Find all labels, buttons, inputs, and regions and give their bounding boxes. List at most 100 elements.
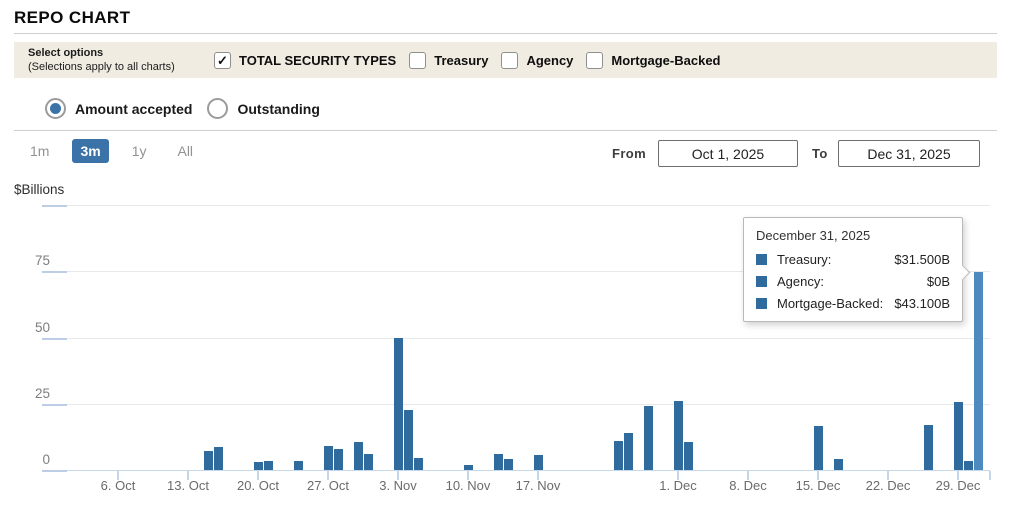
bar-dec-31[interactable] (973, 272, 983, 470)
bar-oct-30[interactable] (353, 442, 363, 470)
tooltip-series-label: Agency: (777, 274, 824, 289)
bar-nov-26[interactable] (623, 432, 633, 470)
y-tick-label: 0 (42, 452, 50, 467)
title-divider (14, 33, 997, 34)
chart-tooltip: December 31, 2025 Treasury: $31.500B Agenc… (743, 217, 971, 322)
bar-nov-10[interactable] (463, 464, 473, 470)
gridline-75 (42, 271, 990, 273)
x-tick-label: 20. Oct (237, 478, 279, 493)
bar-nov-17[interactable] (533, 455, 543, 470)
page-title: REPO CHART (14, 8, 131, 27)
x-tick-label: 22. Dec (865, 478, 911, 493)
bar-oct-31[interactable] (363, 454, 373, 470)
checkbox-label: TOTAL SECURITY TYPES (239, 52, 397, 68)
bar-dec-26[interactable] (923, 424, 933, 470)
gridline-50 (42, 337, 990, 339)
filter-caption-line1: Select options (28, 47, 104, 59)
x-axis-tick (817, 471, 819, 480)
gridline-accent-50 (42, 337, 67, 340)
checkbox-group: ✓ TOTAL SECURITY TYPES Treasury Agency Mortg… (214, 42, 720, 78)
radio-label: Amount accepted (75, 100, 193, 117)
x-tick-label: 1. Dec (659, 478, 697, 493)
bar-nov-28[interactable] (643, 406, 653, 470)
zoom-button-3m[interactable]: 3m (72, 139, 109, 163)
x-tick-label: 27. Oct (307, 478, 349, 493)
to-label: To (812, 146, 828, 161)
checkbox-total-security-types[interactable]: ✓ TOTAL SECURITY TYPES (214, 51, 397, 69)
bar-dec-15[interactable] (813, 426, 823, 470)
unchecked-checkbox-icon[interactable] (501, 51, 519, 69)
legend-swatch-icon (756, 276, 767, 287)
bar-dec-29[interactable] (953, 402, 963, 470)
x-tick-label: 3. Nov (379, 478, 417, 493)
bar-dec-1[interactable] (673, 401, 683, 470)
y-tick-label: 75 (34, 253, 50, 269)
zoom-button-all[interactable]: All (177, 143, 194, 159)
bar-nov-4[interactable] (403, 410, 413, 470)
x-axis-tick (117, 471, 119, 480)
tooltip-series-label: Mortgage-Backed: (777, 296, 884, 311)
x-axis-tick (747, 471, 749, 480)
x-tick-label: 29. Dec (935, 478, 981, 493)
gridline-100 (42, 205, 990, 206)
radio-amount-accepted[interactable]: Amount accepted (45, 98, 192, 119)
checkbox-label: Treasury (434, 52, 489, 68)
checkbox-agency[interactable]: Agency (501, 51, 573, 69)
x-axis-tick (467, 471, 469, 480)
tooltip-row: Treasury: $31.500B (756, 252, 950, 267)
from-date-input[interactable] (658, 140, 798, 167)
y-tick-label: 50 (34, 319, 50, 335)
x-axis-tick (397, 471, 399, 480)
legend-swatch-icon (756, 298, 767, 309)
x-axis-tick (327, 471, 329, 480)
x-tick-label: 8. Dec (729, 478, 767, 493)
tooltip-series-value: $43.100B (894, 296, 950, 311)
checkbox-treasury[interactable]: Treasury (409, 51, 489, 69)
zoom-button-1m[interactable]: 1m (30, 143, 50, 159)
bar-oct-20[interactable] (253, 462, 263, 470)
unchecked-checkbox-icon[interactable] (409, 51, 427, 69)
tooltip-row: Agency: $0B (756, 274, 950, 289)
x-tick-label: 17. Nov (515, 478, 561, 493)
bar-dec-30[interactable] (963, 460, 973, 470)
filter-caption-line2: (Selections apply to all charts) (28, 60, 175, 73)
bar-nov-14[interactable] (503, 459, 513, 470)
filter-bar-caption: Select options (Selections apply to all … (28, 47, 175, 75)
bar-dec-17[interactable] (833, 459, 843, 470)
tooltip-rows: Treasury: $31.500B Agency: $0B Mortgage-Back… (756, 252, 950, 311)
radio-label: Outstanding (237, 100, 320, 117)
x-axis-tick (537, 471, 539, 480)
bar-oct-15[interactable] (203, 451, 213, 470)
view-toggle-group: Amount accepted Outstanding (45, 98, 320, 119)
zoom-button-1y[interactable]: 1y (131, 143, 147, 159)
bar-nov-25[interactable] (613, 440, 623, 470)
from-label: From (612, 146, 647, 161)
tooltip-row: Mortgage-Backed: $43.100B (756, 296, 950, 311)
bar-oct-27[interactable] (323, 446, 333, 470)
y-axis-title: $Billions (14, 182, 65, 197)
unselected-radio-icon[interactable] (207, 98, 229, 119)
bar-nov-3[interactable] (393, 337, 403, 470)
checked-checkbox-icon[interactable]: ✓ (214, 51, 231, 69)
x-tick-label: 13. Oct (167, 478, 209, 493)
gridline-accent-0 (42, 470, 67, 472)
bar-oct-24[interactable] (293, 460, 303, 470)
unchecked-checkbox-icon[interactable] (586, 51, 604, 69)
x-tick-label: 6. Oct (100, 478, 136, 493)
gridline-0 (42, 470, 990, 471)
radio-outstanding[interactable]: Outstanding (207, 98, 320, 119)
bar-nov-5[interactable] (413, 458, 423, 470)
checkbox-mortgage-backed[interactable]: Mortgage-Backed (586, 51, 720, 69)
security-type-filter-bar: Select options (Selections apply to all … (14, 42, 997, 78)
tooltip-series-value: $0B (926, 274, 950, 289)
selected-radio-icon[interactable] (45, 98, 66, 119)
bar-oct-16[interactable] (213, 447, 223, 470)
y-tick-label: 25 (34, 385, 50, 401)
bar-oct-21[interactable] (263, 460, 273, 470)
bar-oct-28[interactable] (333, 448, 343, 470)
bar-nov-13[interactable] (493, 454, 503, 470)
section-divider (14, 130, 997, 131)
to-date-input[interactable] (838, 140, 980, 167)
bar-dec-2[interactable] (683, 442, 693, 470)
